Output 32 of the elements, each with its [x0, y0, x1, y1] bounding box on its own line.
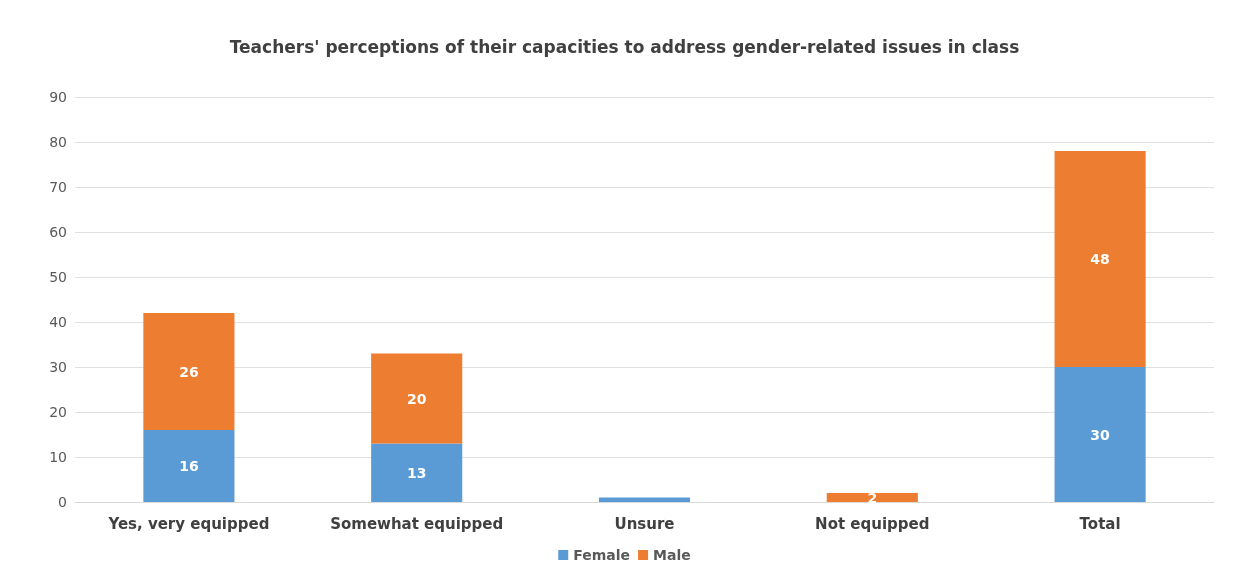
data-label: 26: [179, 363, 199, 380]
y-tick-label: 60: [49, 224, 67, 240]
x-tick-label: Unsure: [614, 514, 675, 533]
data-label: 20: [406, 390, 427, 407]
bar: [371, 443, 463, 502]
data-label: 16: [179, 458, 199, 474]
y-tick-label: 30: [49, 359, 67, 375]
x-tick-label: Total: [1079, 514, 1121, 533]
y-tick-label: 10: [49, 449, 67, 465]
y-tick-label: 20: [49, 404, 67, 420]
bar: [143, 430, 235, 502]
data-label: 2: [867, 489, 878, 506]
x-tick-label: Yes, very equipped: [107, 514, 270, 533]
data-label: 48: [1090, 251, 1110, 267]
y-tick-label: 70: [49, 179, 67, 195]
bar: [826, 493, 918, 502]
chart-title: Teachers' perceptions of their capacities to address gender-related issues in class: [229, 37, 1020, 57]
y-tick-label: 80: [49, 134, 67, 150]
y-tick-label: 40: [49, 314, 67, 330]
bar: [143, 313, 235, 430]
data-label: 30: [1090, 426, 1111, 443]
bar: [371, 353, 463, 444]
x-tick-label: Not equipped: [815, 514, 930, 533]
y-tick-label: 50: [49, 269, 67, 285]
data-label: 13: [406, 464, 427, 481]
legend-label: Female: [573, 547, 631, 563]
y-tick-label: 90: [49, 89, 67, 105]
x-tick-label: Somewhat equipped: [330, 514, 504, 533]
bar: [1054, 367, 1146, 502]
y-tick-label: 0: [58, 494, 67, 510]
bar: [1054, 151, 1146, 367]
legend-label: Male: [653, 547, 691, 563]
